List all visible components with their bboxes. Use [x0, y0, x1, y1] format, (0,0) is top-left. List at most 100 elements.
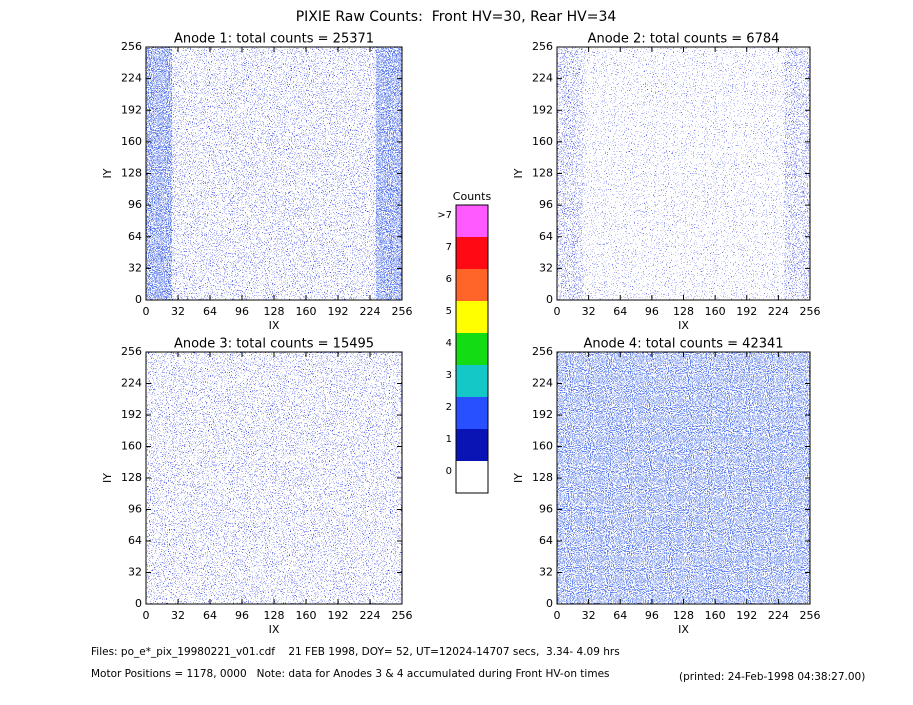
footer-files: Files: po_e*_pix_19980221_v01.cdf 21 FEB… — [91, 646, 620, 658]
figure-title: PIXIE Raw Counts: Front HV=30, Rear HV=3… — [296, 9, 617, 25]
y-tick-label: 192 — [532, 408, 553, 421]
y-tick-label: 192 — [532, 103, 553, 116]
colorbar-label: 1 — [446, 434, 452, 445]
panel-title: Anode 2: total counts = 6784 — [588, 32, 780, 47]
speckle — [146, 352, 402, 604]
y-tick-label: 192 — [121, 408, 142, 421]
x-tick-label: 96 — [235, 609, 249, 622]
colorbar-label: 4 — [446, 338, 452, 349]
y-tick-label: 128 — [532, 167, 553, 180]
y-tick-label: 32 — [128, 261, 142, 274]
colorbar-swatch — [456, 461, 488, 493]
x-tick-label: 192 — [736, 305, 757, 318]
y-tick-label: 160 — [121, 440, 142, 453]
x-tick-label: 64 — [613, 609, 627, 622]
y-tick-label: 96 — [539, 503, 553, 516]
speckle — [557, 352, 810, 604]
x-tick-label: 224 — [768, 305, 789, 318]
panel-title: Anode 3: total counts = 15495 — [174, 337, 374, 352]
x-tick-label: 64 — [613, 305, 627, 318]
x-tick-label: 160 — [705, 305, 726, 318]
x-tick-label: 256 — [392, 305, 413, 318]
colorbar-label: 6 — [446, 274, 452, 285]
colorbar-swatch — [456, 397, 488, 429]
x-tick-label: 64 — [203, 609, 217, 622]
y-tick-label: 224 — [121, 72, 142, 85]
y-tick-label: 224 — [121, 377, 142, 390]
y-tick-label: 64 — [539, 534, 553, 547]
x-axis-label: IX — [269, 319, 280, 332]
y-tick-label: 64 — [128, 230, 142, 243]
colorbar-frame — [455, 204, 489, 494]
colorbar-label: 5 — [446, 306, 452, 317]
x-tick-label: 224 — [360, 305, 381, 318]
x-tick-label: 192 — [328, 609, 349, 622]
x-tick-label: 96 — [645, 305, 659, 318]
colorbar-label: 7 — [446, 242, 452, 253]
x-tick-label: 32 — [582, 305, 596, 318]
x-tick-label: 192 — [328, 305, 349, 318]
y-tick-label: 0 — [546, 597, 553, 610]
x-tick-label: 160 — [705, 609, 726, 622]
x-tick-label: 256 — [800, 609, 821, 622]
x-tick-label: 96 — [645, 609, 659, 622]
x-tick-label: 128 — [264, 609, 285, 622]
x-tick-label: 96 — [235, 305, 249, 318]
y-axis-label: IY — [512, 473, 525, 483]
x-tick-label: 0 — [554, 305, 561, 318]
x-tick-label: 256 — [392, 609, 413, 622]
x-tick-label: 192 — [736, 609, 757, 622]
speckle — [557, 47, 810, 300]
x-tick-label: 224 — [768, 609, 789, 622]
y-tick-label: 256 — [121, 345, 142, 358]
x-tick-label: 0 — [143, 305, 150, 318]
y-tick-label: 64 — [128, 534, 142, 547]
y-tick-label: 96 — [539, 198, 553, 211]
colorbar-label: 3 — [446, 370, 452, 381]
speckle — [146, 47, 402, 300]
footer-note: Motor Positions = 1178, 0000 Note: data … — [91, 668, 610, 680]
y-tick-label: 32 — [539, 566, 553, 579]
y-tick-label: 224 — [532, 377, 553, 390]
y-tick-label: 32 — [128, 566, 142, 579]
x-tick-label: 32 — [171, 609, 185, 622]
y-tick-label: 192 — [121, 103, 142, 116]
y-tick-label: 0 — [546, 293, 553, 306]
colorbar-swatch — [456, 269, 488, 301]
x-tick-label: 32 — [582, 609, 596, 622]
colorbar-swatch — [456, 333, 488, 365]
x-tick-label: 128 — [673, 609, 694, 622]
x-tick-label: 160 — [296, 305, 317, 318]
panel-title: Anode 1: total counts = 25371 — [174, 32, 374, 47]
y-tick-label: 256 — [121, 40, 142, 53]
y-tick-label: 224 — [532, 72, 553, 85]
y-tick-label: 128 — [121, 167, 142, 180]
colorbar-label: >7 — [437, 210, 452, 221]
x-tick-label: 0 — [143, 609, 150, 622]
x-axis-label: IX — [678, 623, 689, 636]
y-tick-label: 96 — [128, 198, 142, 211]
y-tick-label: 0 — [135, 597, 142, 610]
footer-printed: (printed: 24-Feb-1998 04:38:27.00) — [679, 671, 865, 683]
panel-title: Anode 4: total counts = 42341 — [583, 337, 783, 352]
colorbar-title: Counts — [453, 190, 492, 203]
colorbar-swatch — [456, 205, 488, 237]
y-tick-label: 128 — [532, 471, 553, 484]
colorbar-swatch — [456, 301, 488, 333]
y-tick-label: 0 — [135, 293, 142, 306]
x-tick-label: 128 — [264, 305, 285, 318]
y-axis-label: IY — [101, 473, 114, 483]
y-tick-label: 96 — [128, 503, 142, 516]
x-axis-label: IX — [269, 623, 280, 636]
colorbar-label: 0 — [446, 466, 452, 477]
y-tick-label: 128 — [121, 471, 142, 484]
colorbar-swatch — [456, 429, 488, 461]
y-axis-label: IY — [512, 168, 525, 178]
x-tick-label: 0 — [554, 609, 561, 622]
y-tick-label: 256 — [532, 345, 553, 358]
y-tick-label: 256 — [532, 40, 553, 53]
y-tick-label: 160 — [532, 135, 553, 148]
colorbar-swatch — [456, 237, 488, 269]
